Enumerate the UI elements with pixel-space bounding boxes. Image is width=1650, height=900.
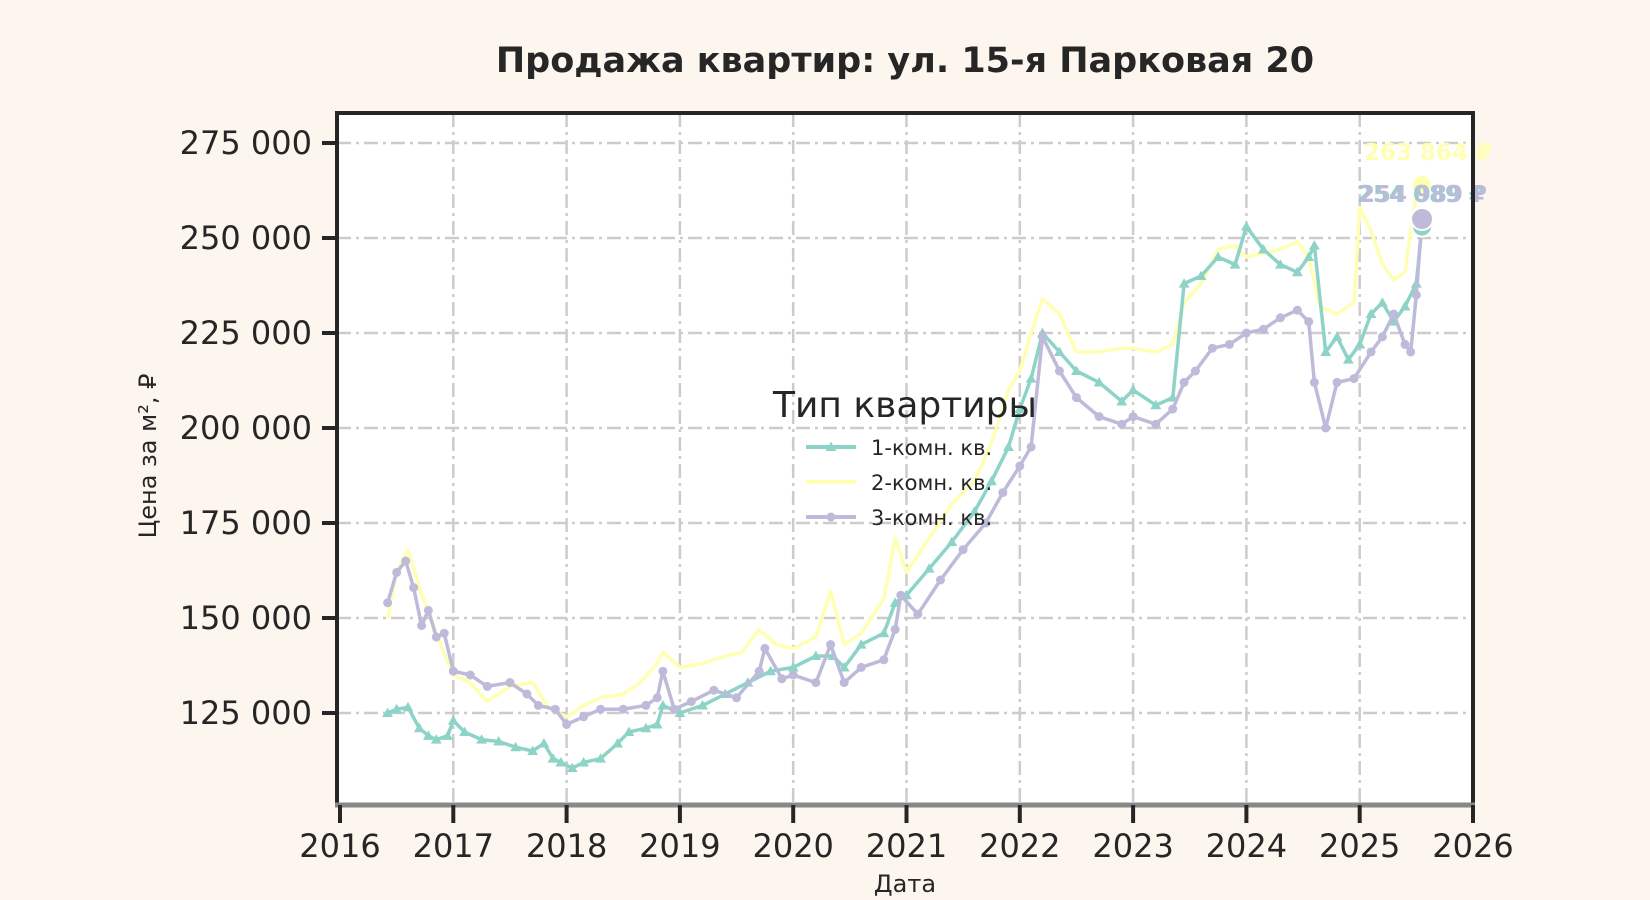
x-axis-label: Дата xyxy=(874,870,936,898)
legend-title: Тип квартиры xyxy=(772,385,1037,426)
legend-label: 3-комн. кв. xyxy=(871,506,992,530)
legend-entry: 1-комн. кв. xyxy=(806,436,992,460)
series-3-room xyxy=(383,214,1427,729)
x-tick-label: 2024 xyxy=(1206,827,1287,865)
endpoint-label: 263 864 ₽ xyxy=(1364,140,1492,166)
plot-area: 263 864 ₽ 254 089 ₽254 989 ₽ xyxy=(335,111,1492,808)
x-tick-label: 2016 xyxy=(299,827,380,865)
x-tick-label: 2023 xyxy=(1092,827,1173,865)
x-axis: 2016 2017 2018 2019 2020 2021 2022 2023 2024 2025… xyxy=(299,805,1514,865)
y-axis-label: Цена за м², ₽ xyxy=(134,374,162,539)
x-tick-label: 2021 xyxy=(866,827,947,865)
y-tick-label: 175 000 xyxy=(180,504,312,542)
endpoint-marker xyxy=(1410,207,1435,231)
y-tick-label: 275 000 xyxy=(180,124,312,162)
x-tick-label: 2022 xyxy=(979,827,1060,865)
x-tick-label: 2025 xyxy=(1319,827,1400,865)
y-tick-label: 225 000 xyxy=(180,314,312,352)
legend-label: 2-комн. кв. xyxy=(871,471,992,495)
x-tick-label: 2020 xyxy=(752,827,833,865)
y-axis: 125 000 150 000 175 000 200 000 225 000 250 0… xyxy=(180,124,337,732)
x-tick-label: 2017 xyxy=(413,827,494,865)
legend-entry: 3-комн. кв. xyxy=(806,506,992,530)
x-tick-label: 2026 xyxy=(1432,827,1513,865)
x-tick-label: 2018 xyxy=(526,827,607,865)
endpoint-marker xyxy=(1411,173,1434,196)
legend-entry: 2-комн. кв. xyxy=(806,471,992,495)
y-tick-label: 125 000 xyxy=(180,694,312,732)
chart-title: Продажа квартир: ул. 15-я Парковая 20 xyxy=(496,41,1314,81)
x-tick-label: 2019 xyxy=(639,827,720,865)
series-layer xyxy=(382,183,1428,773)
grid-lines xyxy=(337,113,1473,805)
legend: Тип квартиры 1-комн. кв. 2-комн. кв. 3-ком… xyxy=(772,385,1037,530)
y-tick-label: 250 000 xyxy=(180,219,312,257)
legend-label: 1-комн. кв. xyxy=(871,436,992,460)
y-tick-label: 150 000 xyxy=(180,599,312,637)
y-tick-label: 200 000 xyxy=(180,409,312,447)
annotations: 263 864 ₽ 254 089 ₽254 989 ₽ xyxy=(1357,140,1492,238)
endpoint-label: 254 989 ₽ xyxy=(1359,182,1487,208)
endpoint-label: 254 089 ₽ xyxy=(1357,182,1485,208)
legend-entries: 1-комн. кв. 2-комн. кв. 3-комн. кв. xyxy=(806,436,992,530)
